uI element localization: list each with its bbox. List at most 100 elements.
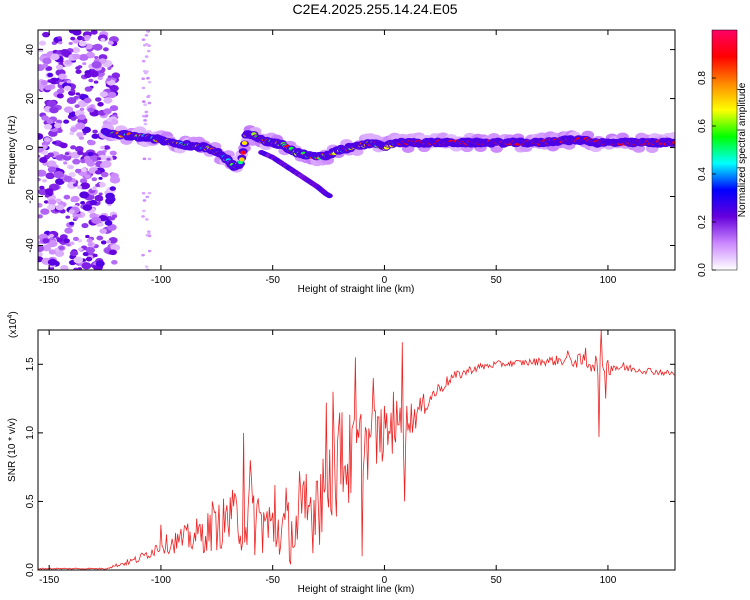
spectrogram-noise-point bbox=[147, 44, 151, 47]
spectrogram-noise-point bbox=[100, 171, 109, 178]
spectrogram-noise-point bbox=[38, 145, 45, 153]
spectrogram-noise-point bbox=[80, 167, 87, 173]
colorbar-tick-label: 0.8 bbox=[697, 71, 708, 85]
snr-y-tick-label: 0.5 bbox=[25, 494, 36, 508]
spectrogram-noise-point bbox=[82, 62, 87, 66]
spectrogram-x-tick-label: 50 bbox=[491, 275, 503, 286]
spectrogram-y-tick-label: 40 bbox=[25, 44, 36, 56]
spectrogram-noise-point bbox=[72, 158, 81, 165]
spectrogram-noise-point bbox=[109, 118, 119, 126]
spectrogram-noise-point bbox=[55, 204, 65, 211]
spectrogram-noise-point bbox=[93, 253, 98, 258]
spectrogram-noise-point bbox=[40, 80, 48, 86]
spectrogram-noise-point bbox=[66, 79, 72, 84]
spectrogram-noise-point bbox=[104, 220, 113, 226]
spectrogram-noise-point bbox=[63, 161, 68, 165]
spectrogram-noise-point bbox=[54, 198, 62, 204]
spectrogram-noise-point bbox=[66, 97, 77, 105]
spectrogram-noise-point bbox=[69, 221, 75, 226]
spectrogram-noise-point bbox=[109, 249, 117, 256]
colorbar-tick-label: 0.4 bbox=[697, 167, 708, 181]
spectrogram-noise-point bbox=[85, 246, 96, 254]
spectrogram-noise-point bbox=[56, 88, 65, 94]
spectrogram-noise-point bbox=[109, 186, 116, 191]
spectrogram-noise-point bbox=[73, 256, 84, 264]
spectrogram-noise-point bbox=[147, 80, 152, 84]
spectrogram-noise-point bbox=[145, 218, 149, 221]
spectrogram-noise-point bbox=[83, 97, 92, 104]
spectrogram-noise-point bbox=[63, 119, 70, 124]
spectrogram-noise-point bbox=[72, 183, 78, 187]
spectrogram-noise-point bbox=[96, 235, 104, 241]
spectrogram-noise-point bbox=[38, 214, 43, 219]
spectrogram-noise-point bbox=[74, 104, 80, 109]
spectrogram-noise-point bbox=[44, 123, 53, 130]
spectrogram-noise-point bbox=[147, 234, 152, 238]
snr-x-tick-label: -150 bbox=[39, 575, 59, 586]
spectrogram-noise-point bbox=[107, 75, 112, 79]
spectrogram-noise-point bbox=[80, 182, 91, 190]
snr-y-tick-label: 1.0 bbox=[25, 425, 36, 439]
spectrogram-noise-point bbox=[69, 241, 75, 246]
spectrogram-noise-point bbox=[147, 157, 152, 161]
spectrogram-noise-point bbox=[106, 118, 112, 122]
spectrogram-noise-point bbox=[99, 228, 107, 234]
spectrogram-noise-point bbox=[97, 76, 103, 81]
spectrogram-noise-point bbox=[63, 194, 71, 200]
spectrogram-noise-point bbox=[109, 85, 119, 92]
spectrogram-noise-point bbox=[143, 103, 148, 106]
spectrogram-noise-point bbox=[141, 253, 145, 257]
spectrogram-noise-point bbox=[81, 222, 89, 229]
spectrogram-noise-point bbox=[72, 53, 81, 60]
spectrogram-noise-point bbox=[52, 141, 57, 145]
spectrogram-noise-point bbox=[91, 133, 99, 139]
spectrogram-noise-point bbox=[38, 177, 41, 182]
snr-y-multiplier-exponent: 4 bbox=[7, 315, 14, 319]
spectrogram-noise-point bbox=[57, 36, 62, 40]
spectrogram-noise-point bbox=[110, 244, 121, 252]
spectrogram-noise-point bbox=[77, 247, 83, 251]
spectrogram-noise-point bbox=[47, 199, 57, 206]
spectrogram-noise-point bbox=[76, 133, 83, 138]
spectrogram-noise-point bbox=[78, 136, 85, 140]
spectrogram-noise-point bbox=[47, 79, 53, 83]
snr-x-tick-label: 50 bbox=[491, 575, 503, 586]
spectrogram-noise-point bbox=[49, 106, 59, 114]
spectrogram-noise-point bbox=[63, 238, 70, 244]
spectrogram-noise-point bbox=[70, 126, 78, 133]
spectrogram-noise-point bbox=[87, 107, 95, 113]
spectrogram-noise-point bbox=[79, 107, 85, 111]
spectrogram-noise-point bbox=[74, 216, 79, 220]
spectrogram-noise-point bbox=[77, 150, 84, 156]
colorbar-tick-label: 0.2 bbox=[697, 215, 708, 229]
spectrogram-noise-point bbox=[68, 30, 78, 34]
spectrogram-noise-point bbox=[103, 97, 113, 104]
colorbar-label: Normalized spectral amplitude bbox=[737, 82, 748, 217]
spectrogram-noise-point bbox=[64, 227, 73, 234]
spectrogram-noise-point bbox=[70, 116, 77, 121]
spectrogram-noise-point bbox=[146, 49, 151, 53]
spectrogram-noise-point bbox=[106, 240, 112, 244]
spectrogram-noise-point bbox=[111, 259, 118, 265]
spectrogram-noise-point bbox=[74, 168, 82, 174]
spectrogram-noise-point bbox=[91, 177, 98, 182]
spectrogram-noise-point bbox=[88, 140, 96, 146]
spectrogram-noise-point bbox=[95, 260, 105, 267]
spectrogram-x-tick-label: 0 bbox=[382, 275, 388, 286]
spectrogram-noise-point bbox=[141, 86, 146, 90]
spectrogram-noise-point bbox=[84, 174, 91, 179]
spectrogram-noise-point bbox=[40, 208, 50, 215]
spectrogram-noise-point bbox=[78, 40, 87, 47]
spectrogram-noise-point bbox=[82, 204, 93, 211]
spectrogram-noise-point bbox=[47, 72, 53, 78]
snr-x-tick-label: 0 bbox=[382, 575, 388, 586]
spectrogram-noise-point bbox=[141, 215, 145, 218]
spectrogram-noise-point bbox=[47, 204, 56, 211]
spectrogram-noise-point bbox=[145, 195, 150, 199]
spectrogram-noise-point bbox=[38, 202, 43, 208]
spectrogram-noise-point bbox=[53, 170, 64, 179]
spectrogram-noise-point bbox=[103, 47, 109, 52]
spectrogram-noise-point bbox=[98, 192, 103, 196]
spectrogram-noise-point bbox=[141, 100, 146, 103]
